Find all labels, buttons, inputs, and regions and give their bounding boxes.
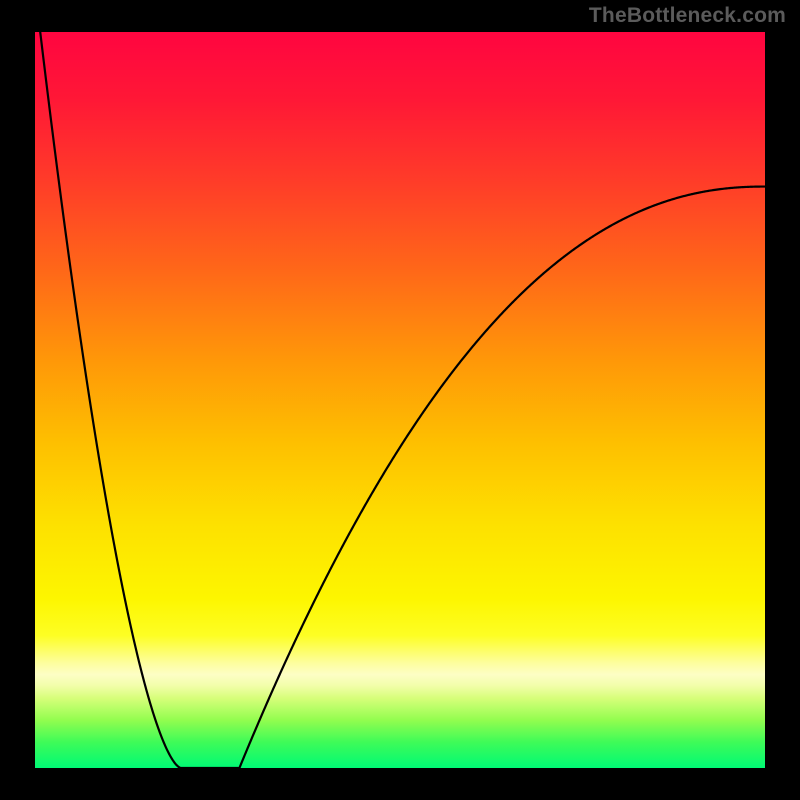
plot-background — [35, 32, 765, 768]
chart-container: TheBottleneck.com — [0, 0, 800, 800]
chart-svg — [0, 0, 800, 800]
watermark-text: TheBottleneck.com — [589, 4, 786, 28]
